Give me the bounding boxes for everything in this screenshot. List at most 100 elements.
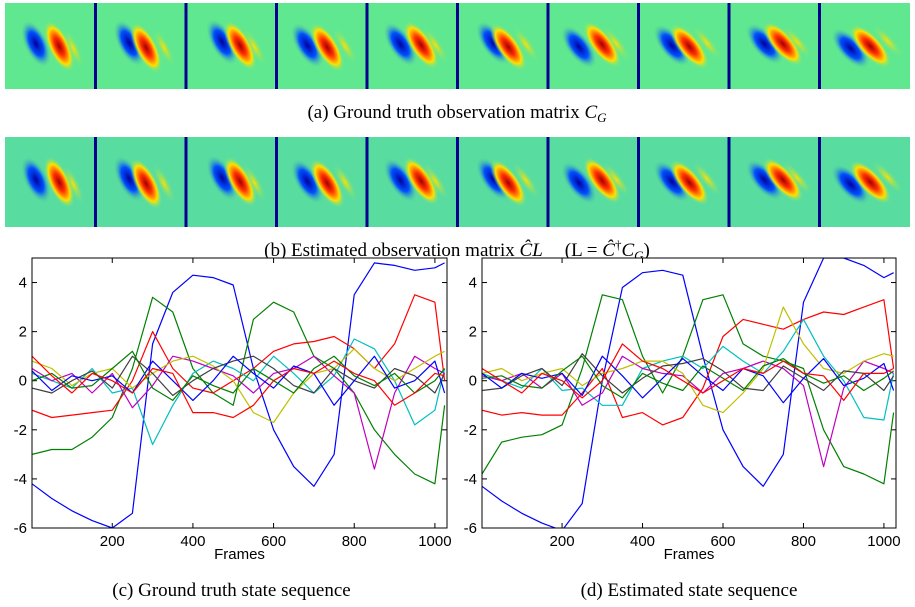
blob bbox=[830, 163, 871, 206]
x-tick-label: 400 bbox=[630, 533, 655, 550]
tile bbox=[475, 20, 540, 71]
blob bbox=[583, 157, 622, 204]
series-line bbox=[32, 348, 445, 424]
blob bbox=[512, 162, 540, 199]
chart: -6 -4 -2 0 2 4 200 400 600 800 1000 Frames (c) Groun… bbox=[14, 257, 452, 601]
caption-sub: G bbox=[597, 110, 607, 125]
blob bbox=[223, 156, 257, 207]
y-tick-label: -6 bbox=[464, 520, 477, 537]
tile bbox=[113, 19, 176, 74]
blob bbox=[745, 22, 784, 66]
blob bbox=[489, 159, 527, 207]
y-tick-label: -4 bbox=[464, 471, 477, 488]
blob bbox=[382, 21, 418, 67]
y-tick-label: 0 bbox=[19, 373, 27, 390]
x-tick-label: 600 bbox=[261, 533, 286, 550]
blob bbox=[152, 27, 176, 68]
blob bbox=[669, 159, 709, 206]
y-tick-label: 2 bbox=[469, 324, 477, 341]
caption-math: C bbox=[584, 102, 597, 123]
blob bbox=[43, 20, 75, 73]
blob bbox=[560, 24, 598, 69]
y-tick-label: -4 bbox=[14, 471, 27, 488]
blob bbox=[782, 160, 813, 195]
blob bbox=[830, 27, 871, 70]
series-line bbox=[482, 294, 895, 485]
series-line bbox=[32, 355, 446, 397]
blob bbox=[849, 24, 892, 69]
series-line bbox=[482, 306, 894, 414]
tile bbox=[205, 18, 267, 71]
blob bbox=[422, 26, 449, 64]
blob bbox=[223, 20, 257, 71]
x-tick-label: 1000 bbox=[418, 533, 451, 550]
x-axis-label: Frames bbox=[214, 546, 265, 563]
y-tick-label: -2 bbox=[14, 422, 27, 439]
x-tick-label: 600 bbox=[710, 533, 735, 550]
tile bbox=[205, 154, 267, 207]
blob bbox=[692, 25, 722, 61]
tile bbox=[560, 21, 631, 69]
blob bbox=[403, 20, 439, 70]
image-strips bbox=[5, 3, 910, 227]
y-tick-label: -2 bbox=[464, 422, 477, 439]
blob bbox=[871, 160, 904, 194]
tile bbox=[382, 156, 449, 206]
caption-math: Ĉ bbox=[602, 239, 615, 261]
series-line bbox=[32, 355, 446, 406]
blob bbox=[745, 158, 784, 202]
blob bbox=[205, 154, 239, 202]
tile bbox=[290, 22, 358, 73]
caption-text: (a) Ground truth observation matrix bbox=[307, 102, 584, 123]
x-tick-label: 1000 bbox=[867, 533, 900, 550]
x-tick-label: 800 bbox=[342, 533, 367, 550]
y-tick-label: 4 bbox=[469, 275, 477, 292]
series-line bbox=[32, 262, 445, 528]
blob bbox=[20, 155, 52, 204]
blob bbox=[403, 156, 439, 206]
blob bbox=[130, 158, 163, 210]
blob bbox=[583, 21, 622, 68]
tile bbox=[830, 160, 904, 206]
blob bbox=[130, 22, 163, 74]
series-line bbox=[482, 355, 895, 404]
blob bbox=[62, 28, 85, 69]
blob bbox=[242, 163, 267, 203]
blob bbox=[871, 24, 904, 58]
blob bbox=[669, 23, 709, 70]
y-tick-label: 4 bbox=[19, 275, 27, 292]
blob bbox=[849, 160, 892, 205]
x-tick-label: 400 bbox=[180, 533, 205, 550]
blob bbox=[113, 19, 146, 67]
blob bbox=[489, 23, 527, 71]
caption-math: ) bbox=[644, 240, 650, 261]
tile bbox=[20, 155, 85, 209]
series-line bbox=[32, 355, 445, 470]
blob bbox=[152, 163, 176, 204]
blob bbox=[20, 19, 52, 68]
series-line bbox=[482, 355, 894, 399]
x-tick-label: 200 bbox=[100, 533, 125, 550]
caption: (a) Ground truth observation matrix CG bbox=[307, 102, 607, 125]
blob bbox=[242, 27, 267, 67]
tile bbox=[652, 159, 722, 206]
blob bbox=[512, 26, 540, 63]
caption-text: (b) Estimated observation matrix bbox=[264, 240, 519, 261]
caption: (c) Ground truth state sequence bbox=[112, 580, 350, 601]
blob bbox=[43, 156, 75, 209]
axes-box bbox=[481, 257, 897, 529]
blob bbox=[762, 157, 804, 203]
plot-area bbox=[482, 258, 896, 528]
tile bbox=[113, 155, 176, 210]
series-line bbox=[32, 296, 446, 485]
tile bbox=[560, 157, 631, 205]
caption-math: C bbox=[621, 240, 634, 261]
series-line bbox=[482, 258, 894, 528]
blob bbox=[602, 25, 631, 62]
blob bbox=[422, 162, 449, 200]
blob bbox=[205, 18, 239, 66]
x-tick-label: 800 bbox=[791, 533, 816, 550]
blob bbox=[382, 157, 418, 203]
blob bbox=[310, 158, 345, 209]
caption-math: (L = bbox=[565, 240, 602, 261]
